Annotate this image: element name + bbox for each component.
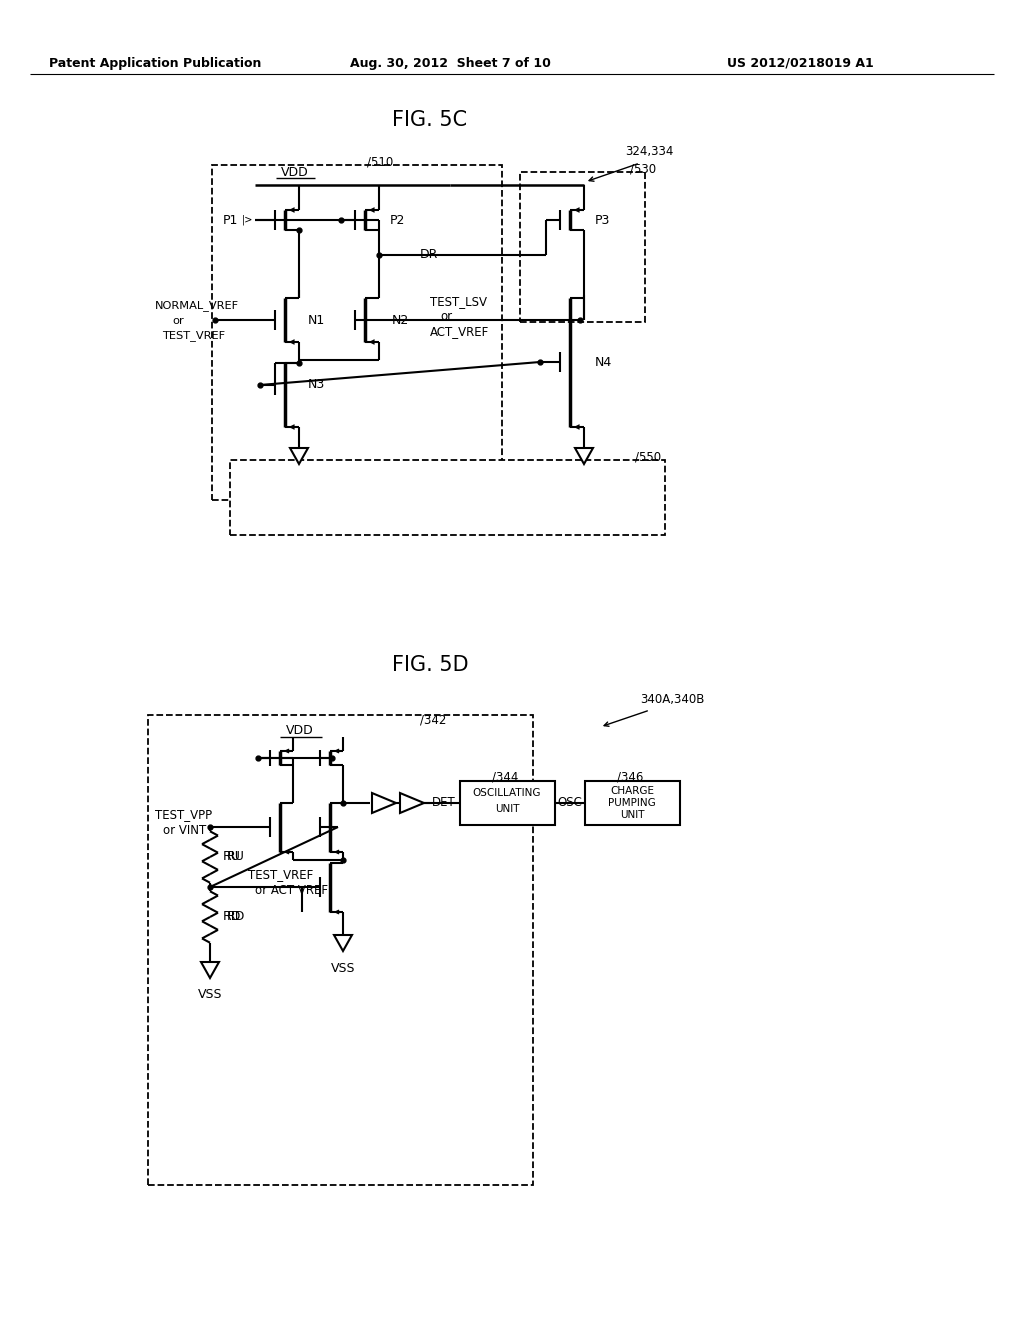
Text: N2: N2 xyxy=(392,314,410,326)
Text: TEST_VPP: TEST_VPP xyxy=(155,808,212,821)
Text: US 2012/0218019 A1: US 2012/0218019 A1 xyxy=(727,57,873,70)
Text: TEST_LSV: TEST_LSV xyxy=(430,296,487,309)
Text: Patent Application Publication: Patent Application Publication xyxy=(49,57,261,70)
Text: /346: /346 xyxy=(617,771,643,784)
Bar xyxy=(585,781,680,825)
Text: RD: RD xyxy=(223,911,242,924)
Text: ACT_VREF: ACT_VREF xyxy=(430,326,489,338)
Text: RU: RU xyxy=(223,850,241,863)
Bar xyxy=(520,172,645,322)
Text: or ACT VREF: or ACT VREF xyxy=(255,884,328,898)
Text: DR: DR xyxy=(420,248,438,261)
Text: VSS: VSS xyxy=(331,961,355,974)
Text: PUMPING: PUMPING xyxy=(608,799,656,808)
Text: RD: RD xyxy=(227,911,246,924)
Text: CHARGE: CHARGE xyxy=(610,785,654,796)
Text: N4: N4 xyxy=(595,355,612,368)
Text: or: or xyxy=(172,315,183,326)
Text: VSS: VSS xyxy=(198,989,222,1002)
Text: DET: DET xyxy=(432,796,456,809)
Text: N1: N1 xyxy=(308,314,326,326)
Text: TEST_VREF: TEST_VREF xyxy=(248,869,313,882)
Text: /344: /344 xyxy=(492,771,518,784)
Text: P1: P1 xyxy=(222,214,238,227)
Polygon shape xyxy=(372,793,396,813)
Polygon shape xyxy=(334,935,352,950)
Text: OSCILLATING: OSCILLATING xyxy=(473,788,542,799)
Text: P3: P3 xyxy=(595,214,610,227)
Polygon shape xyxy=(400,793,424,813)
Text: NORMAL_VREF: NORMAL_VREF xyxy=(155,301,240,312)
Text: /550: /550 xyxy=(635,450,662,463)
Text: |>: |> xyxy=(242,215,253,226)
Text: FIG. 5C: FIG. 5C xyxy=(392,110,468,129)
Bar xyxy=(460,781,555,825)
Text: VDD: VDD xyxy=(282,165,309,178)
Text: or VINT: or VINT xyxy=(163,825,206,837)
Text: UNIT: UNIT xyxy=(620,810,644,820)
Text: or: or xyxy=(440,310,453,323)
Bar xyxy=(148,715,534,1185)
Text: TEST_VREF: TEST_VREF xyxy=(162,330,225,342)
Polygon shape xyxy=(575,447,593,465)
Text: Aug. 30, 2012  Sheet 7 of 10: Aug. 30, 2012 Sheet 7 of 10 xyxy=(349,57,551,70)
Text: N3: N3 xyxy=(308,379,326,392)
Text: /510: /510 xyxy=(367,156,393,169)
Bar xyxy=(212,165,502,500)
Text: P2: P2 xyxy=(390,214,406,227)
Text: /530: /530 xyxy=(630,162,656,176)
Polygon shape xyxy=(201,962,219,978)
Text: UNIT: UNIT xyxy=(495,804,519,814)
Text: VDD: VDD xyxy=(286,723,314,737)
Polygon shape xyxy=(290,447,308,465)
Text: 324,334: 324,334 xyxy=(625,145,674,158)
Text: FIG. 5D: FIG. 5D xyxy=(392,655,468,675)
Bar xyxy=(230,459,665,535)
Text: /342: /342 xyxy=(420,714,446,726)
Text: OSC: OSC xyxy=(557,796,582,809)
Text: RU: RU xyxy=(227,850,245,863)
Text: 340A,340B: 340A,340B xyxy=(640,693,705,706)
